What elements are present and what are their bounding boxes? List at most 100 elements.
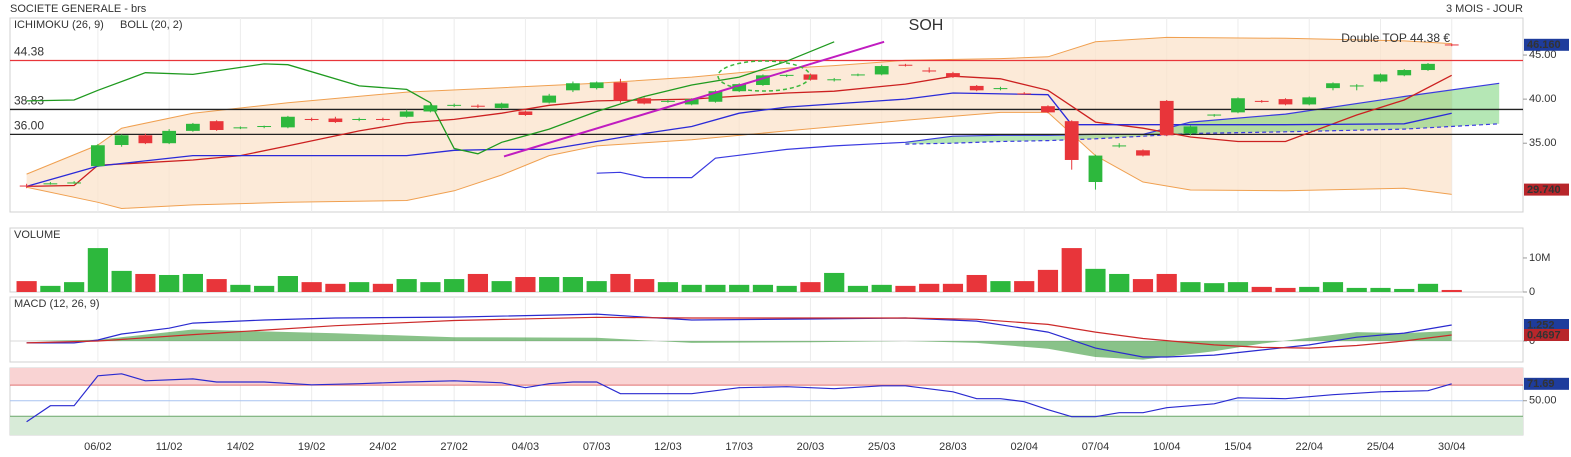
volume-bar: [1204, 283, 1225, 292]
price-box-label: 71.69: [1527, 378, 1555, 390]
volume-bar: [277, 276, 298, 292]
volume-bar: [919, 283, 940, 292]
volume-bar: [539, 277, 560, 292]
price-box-label: 29.740: [1527, 184, 1561, 196]
candle-body: [1444, 44, 1459, 46]
x-tick-label: 15/04: [1224, 441, 1252, 453]
volume-bar: [1346, 287, 1367, 292]
price-box: [1524, 183, 1569, 196]
volume-bar: [467, 273, 489, 292]
overbought-zone: [10, 368, 1523, 386]
y-tick-label: 35.00: [1529, 137, 1557, 149]
panel-title: MACD (12, 26, 9): [14, 298, 100, 310]
candle-body: [874, 66, 889, 75]
volume-bar: [1251, 286, 1272, 292]
trendline: [503, 40, 885, 158]
y-tick-label: 0: [1529, 286, 1535, 298]
candle-body: [90, 145, 105, 167]
volume-bar: [1014, 281, 1035, 292]
candle-body: [922, 70, 937, 72]
price-box: [1524, 377, 1569, 390]
volume-bar: [87, 248, 108, 292]
x-tick-label: 04/03: [512, 441, 540, 453]
price-box-label: 1.252: [1527, 319, 1555, 331]
x-tick-label: 11/02: [156, 441, 183, 453]
volume-bar: [16, 281, 37, 292]
x-tick-label: 22/04: [1295, 441, 1323, 453]
candle-body: [494, 103, 509, 108]
x-tick-label: 14/02: [227, 441, 255, 453]
volume-bar: [491, 281, 512, 292]
candle-body: [732, 84, 747, 92]
candle-body: [589, 82, 604, 89]
volume-bar: [966, 274, 987, 292]
price-box: [1524, 318, 1569, 331]
y-tick-label: 45.00: [1529, 49, 1557, 61]
x-tick-label: 10/04: [1153, 441, 1181, 453]
candle-body: [1278, 99, 1293, 105]
volume-bar: [40, 285, 61, 292]
level-label: 36.00: [14, 119, 44, 133]
volume-bar: [1227, 282, 1249, 292]
volume-bar: [942, 283, 964, 292]
candle-body: [969, 85, 984, 91]
ichimoku-cloud: [905, 83, 1500, 145]
volume-bar: [325, 283, 346, 292]
candle-body: [186, 123, 200, 131]
volume-bar: [824, 272, 845, 292]
x-tick-label: 30/04: [1438, 441, 1466, 453]
x-tick-label: 07/04: [1082, 441, 1110, 453]
x-tick-label: 25/03: [868, 441, 896, 453]
candle-body: [1088, 155, 1103, 183]
volume-bar: [111, 270, 132, 292]
candle-body: [1373, 74, 1388, 82]
y-tick-label: 50.00: [1529, 395, 1557, 407]
volume-bar: [657, 282, 679, 292]
volume-bar: [64, 282, 85, 292]
price-box-label: 46.160: [1527, 39, 1561, 51]
candle-body: [114, 135, 129, 145]
volume-bar: [1322, 282, 1344, 292]
boll-lower: [26, 111, 1452, 210]
candle-body: [993, 88, 1008, 90]
annotation: Double TOP 44.38 €: [1341, 31, 1450, 45]
x-tick-label: 28/03: [939, 441, 967, 453]
volume-bar: [1061, 248, 1082, 292]
boll-band: [26, 37, 1452, 209]
candle-body: [304, 118, 319, 120]
pattern-ellipse: [717, 60, 811, 92]
x-tick-label: 02/04: [1010, 441, 1038, 453]
volume-bar: [349, 282, 370, 292]
volume-bar: [182, 273, 203, 292]
period: 3 MOIS - JOUR: [1446, 3, 1523, 15]
oversold-zone: [10, 416, 1523, 435]
candle-body: [162, 130, 177, 144]
indicator-line: [26, 316, 1452, 349]
volume-bar: [681, 284, 702, 292]
panel-title: ICHIMOKU (26, 9): [14, 19, 104, 31]
candle-body: [851, 74, 865, 76]
candle-body: [1302, 97, 1317, 105]
candle-body: [19, 185, 34, 187]
candle-body: [779, 74, 794, 76]
candle-body: [233, 127, 248, 129]
panel-frame: [9, 296, 1524, 363]
x-tick-label: 12/03: [654, 441, 682, 453]
candle-body: [1254, 100, 1269, 102]
macd-histogram: [26, 329, 1452, 360]
candle-body: [257, 126, 272, 128]
candle-body: [1326, 83, 1340, 89]
x-tick-label: 07/03: [583, 441, 611, 453]
candle-body: [376, 118, 390, 120]
volume-bar: [372, 283, 394, 292]
candle-body: [209, 121, 224, 130]
x-tick-label: 27/02: [440, 441, 468, 453]
volume-bar: [1299, 286, 1320, 292]
volume-bar: [159, 274, 180, 292]
candle-body: [423, 105, 438, 112]
volume-bar: [1132, 279, 1154, 292]
volume-bar: [254, 285, 275, 292]
candle-body: [1397, 70, 1412, 76]
candle-body: [542, 95, 557, 103]
